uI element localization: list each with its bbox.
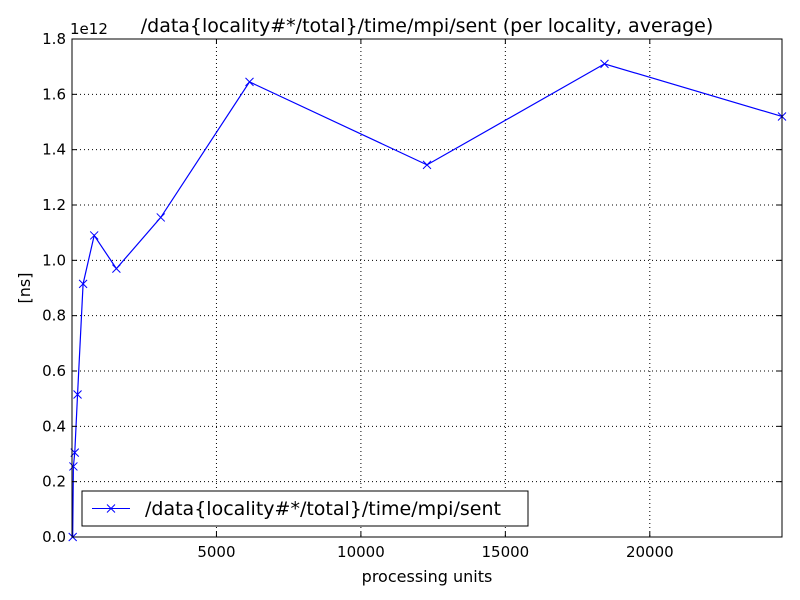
x-tick-label: 10000 [337,543,385,561]
series-layer [68,59,787,542]
plot-frame [71,38,783,538]
y-axis-ticks: 0.0 0.2 0.4 0.6 0.8 1.0 1.2 1.4 1.6 1.8 [42,30,782,546]
x-tick-label: 20000 [626,543,674,561]
grid-lines [72,39,782,537]
y-tick-label: 0.0 [42,528,66,546]
data-point-marker [89,231,99,240]
y-tick-label: 0.4 [42,417,66,435]
series-line [72,63,783,538]
x-tick-label: 5000 [197,543,235,561]
legend-series-marker [106,504,116,513]
y-tick-label: 1.0 [42,251,66,269]
y-tick-label: 0.8 [42,307,66,325]
y-tick-label: 1.2 [42,196,66,214]
y-tick-label: 1.6 [42,85,66,103]
y-multiplier-label: 1e12 [70,20,108,38]
x-axis-label: processing units [362,567,493,586]
legend-x-marker [106,504,116,513]
data-point-marker [78,279,88,289]
x-tick-label: 15000 [481,543,529,561]
data-point-marker [245,77,254,87]
y-tick-label: 1.8 [42,30,66,48]
data-point-marker [422,160,432,170]
x-axis-ticks: 5000 10000 15000 20000 [197,39,674,561]
data-point-marker [600,59,609,69]
legend: /data{locality#*/total}/time/mpi/sent [81,490,529,527]
data-point-marker [156,213,166,222]
chart-title: /data{locality#*/total}/time/mpi/sent (p… [141,15,714,37]
data-point-marker [69,462,78,471]
y-tick-label: 0.6 [42,362,66,380]
legend-box [81,490,529,527]
y-tick-label: 1.4 [42,141,66,159]
data-point-marker [73,390,82,399]
y-axis-label: [ns] [15,273,34,304]
y-tick-label: 0.2 [42,473,66,491]
data-point-marker [112,264,121,273]
legend-series-label: /data{locality#*/total}/time/mpi/sent [145,498,501,520]
